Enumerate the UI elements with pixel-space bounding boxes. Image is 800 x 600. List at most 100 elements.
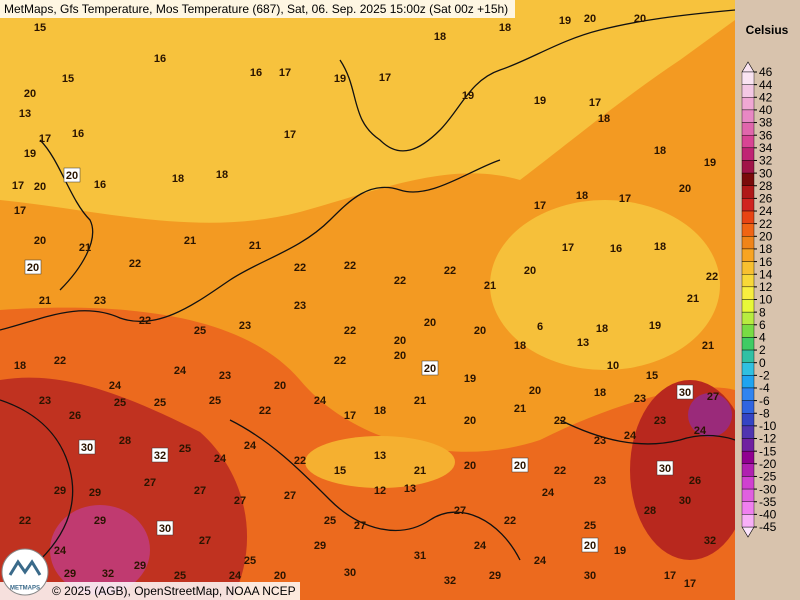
coastline bbox=[39, 139, 94, 291]
station-value: 23 bbox=[219, 370, 231, 382]
station-value: 17 bbox=[12, 180, 24, 192]
legend-tick-label: 34 bbox=[759, 141, 773, 155]
station-value: 23 bbox=[594, 435, 606, 447]
station-value: 21 bbox=[249, 240, 261, 252]
legend-swatch bbox=[741, 185, 755, 199]
station-value: 24 bbox=[694, 425, 707, 437]
legend-tick-label: -30 bbox=[759, 482, 777, 496]
station-value: 30 bbox=[679, 495, 691, 507]
station-value: 24 bbox=[244, 440, 257, 452]
station-value: 22 bbox=[444, 265, 456, 277]
legend-tick-label: 30 bbox=[759, 166, 773, 180]
station-value: 20 bbox=[529, 385, 541, 397]
station-value: 21 bbox=[414, 465, 426, 477]
station-value: 23 bbox=[239, 320, 251, 332]
station-value: 20 bbox=[24, 88, 36, 100]
station-value: 27 bbox=[234, 495, 246, 507]
title-band bbox=[0, 0, 515, 18]
legend-swatch bbox=[741, 134, 755, 149]
station-value: 21 bbox=[79, 242, 91, 254]
legend-tick-label: 2 bbox=[759, 343, 766, 357]
station-value: 18 bbox=[172, 173, 184, 185]
station-box bbox=[78, 439, 96, 455]
station-value: 13 bbox=[577, 337, 589, 349]
station-value: 17 bbox=[379, 72, 391, 84]
legend-tick-label: 18 bbox=[759, 242, 773, 256]
station-value: 29 bbox=[314, 540, 326, 552]
station-value: 13 bbox=[404, 483, 416, 495]
station-value: 25 bbox=[584, 520, 596, 532]
legend-tick-label: 42 bbox=[759, 90, 773, 104]
station-value: 20 bbox=[274, 570, 286, 582]
station-value: 23 bbox=[294, 300, 306, 312]
station-value: 22 bbox=[554, 465, 566, 477]
legend-tick-label: 4 bbox=[759, 331, 766, 345]
legend-swatch bbox=[741, 311, 755, 325]
station-value: 30 bbox=[584, 570, 596, 582]
station-value: 18 bbox=[596, 323, 608, 335]
station-value: 30 bbox=[81, 442, 93, 454]
station-value: 28 bbox=[644, 505, 656, 517]
legend-tick-label: -10 bbox=[759, 419, 777, 433]
legend-swatch bbox=[741, 122, 755, 136]
station-value: 20 bbox=[274, 380, 286, 392]
station-value: 29 bbox=[94, 515, 106, 527]
station-value: 32 bbox=[444, 575, 456, 587]
station-value: 20 bbox=[34, 235, 46, 247]
station-value: 21 bbox=[414, 395, 426, 407]
station-value: 19 bbox=[334, 73, 346, 85]
legend-tick-label: -45 bbox=[759, 520, 777, 534]
legend-tick-label: 28 bbox=[759, 179, 773, 193]
station-box bbox=[676, 384, 694, 400]
legend-tick-label: 8 bbox=[759, 305, 766, 319]
legend-swatch bbox=[741, 375, 755, 389]
station-value: 15 bbox=[34, 22, 46, 34]
legend-swatch bbox=[741, 425, 755, 439]
station-box bbox=[656, 460, 674, 476]
station-box bbox=[581, 537, 599, 553]
station-value: 16 bbox=[154, 53, 166, 65]
coastline bbox=[0, 159, 501, 331]
station-value: 19 bbox=[534, 95, 546, 107]
coastlines bbox=[0, 9, 736, 561]
logo-text: METMAPS bbox=[10, 586, 40, 592]
station-value: 22 bbox=[344, 325, 356, 337]
legend-tick-label: 44 bbox=[759, 78, 773, 92]
station-value: 20 bbox=[474, 325, 486, 337]
legend-tick-label: -2 bbox=[759, 369, 770, 383]
station-value: 22 bbox=[554, 415, 566, 427]
station-value: 29 bbox=[134, 560, 146, 572]
temp-zone bbox=[688, 393, 732, 437]
station-box bbox=[24, 259, 42, 275]
station-value: 22 bbox=[394, 275, 406, 287]
legend-swatch bbox=[741, 172, 755, 186]
station-value: 19 bbox=[614, 545, 626, 557]
station-value: 22 bbox=[294, 262, 306, 274]
station-value: 20 bbox=[464, 460, 476, 472]
station-value: 17 bbox=[279, 67, 291, 79]
station-value: 24 bbox=[474, 540, 487, 552]
station-value: 17 bbox=[589, 97, 601, 109]
station-value: 21 bbox=[514, 403, 526, 415]
station-value: 20 bbox=[394, 335, 406, 347]
station-value: 18 bbox=[514, 340, 526, 352]
legend-swatch bbox=[741, 488, 755, 502]
station-value: 22 bbox=[504, 515, 516, 527]
legend-tick-label: 12 bbox=[759, 280, 773, 294]
station-value: 22 bbox=[334, 355, 346, 367]
station-value: 17 bbox=[14, 205, 26, 217]
station-value: 17 bbox=[619, 193, 631, 205]
station-value: 27 bbox=[284, 490, 296, 502]
station-value: 25 bbox=[324, 515, 336, 527]
legend-swatch bbox=[741, 160, 755, 174]
station-value: 20 bbox=[424, 363, 436, 375]
station-value: 31 bbox=[414, 550, 426, 562]
legend-tick-label: -4 bbox=[759, 381, 770, 395]
station-box bbox=[156, 520, 174, 536]
station-value: 20 bbox=[424, 317, 436, 329]
legend-swatch bbox=[741, 109, 755, 123]
station-value: 22 bbox=[54, 355, 66, 367]
station-value: 15 bbox=[62, 73, 74, 85]
legend-tick-label: -6 bbox=[759, 394, 770, 408]
station-value: 20 bbox=[514, 460, 526, 472]
